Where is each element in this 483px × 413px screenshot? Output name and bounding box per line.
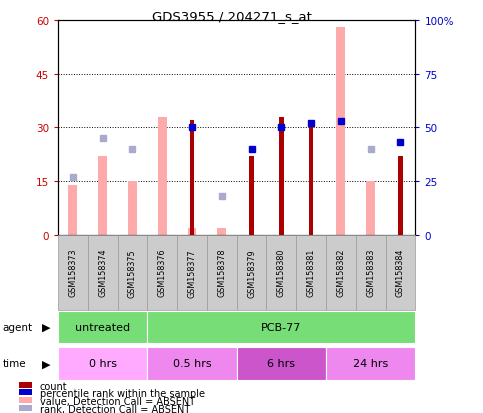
Bar: [296, 235, 326, 310]
Bar: [190, 121, 194, 235]
Bar: [69, 185, 77, 235]
Bar: [117, 235, 147, 310]
Bar: [19, 405, 32, 411]
Bar: [326, 347, 415, 380]
Bar: [237, 347, 326, 380]
Text: GSM158382: GSM158382: [337, 248, 345, 297]
Text: 24 hrs: 24 hrs: [353, 358, 388, 368]
Text: GSM158379: GSM158379: [247, 248, 256, 297]
Bar: [88, 235, 117, 310]
Text: value, Detection Call = ABSENT: value, Detection Call = ABSENT: [40, 396, 195, 406]
Bar: [58, 235, 88, 310]
Bar: [249, 157, 254, 235]
Bar: [147, 235, 177, 310]
Text: untreated: untreated: [75, 322, 130, 332]
Text: count: count: [40, 381, 68, 391]
Bar: [187, 228, 197, 235]
Bar: [19, 389, 32, 396]
Bar: [217, 228, 226, 235]
Text: ▶: ▶: [42, 322, 50, 332]
Bar: [147, 347, 237, 380]
Text: GSM158376: GSM158376: [158, 248, 167, 297]
Bar: [237, 235, 267, 310]
Bar: [98, 157, 107, 235]
Text: rank, Detection Call = ABSENT: rank, Detection Call = ABSENT: [40, 404, 190, 413]
Bar: [267, 235, 296, 310]
Text: GSM158378: GSM158378: [217, 248, 226, 297]
Text: GSM158374: GSM158374: [98, 248, 107, 297]
Bar: [128, 182, 137, 235]
Text: GDS3955 / 204271_s_at: GDS3955 / 204271_s_at: [152, 10, 312, 23]
Bar: [309, 124, 313, 235]
Bar: [58, 311, 147, 343]
Bar: [398, 157, 403, 235]
Text: PCB-77: PCB-77: [261, 322, 301, 332]
Text: GSM158375: GSM158375: [128, 248, 137, 297]
Text: GSM158380: GSM158380: [277, 249, 286, 297]
Text: GSM158384: GSM158384: [396, 249, 405, 297]
Bar: [326, 235, 356, 310]
Bar: [158, 117, 167, 235]
Bar: [356, 235, 385, 310]
Bar: [177, 235, 207, 310]
Text: GSM158383: GSM158383: [366, 249, 375, 297]
Bar: [385, 235, 415, 310]
Bar: [279, 117, 284, 235]
Text: ▶: ▶: [42, 358, 50, 368]
Text: percentile rank within the sample: percentile rank within the sample: [40, 388, 205, 398]
Bar: [366, 182, 375, 235]
Text: time: time: [2, 358, 26, 368]
Bar: [147, 311, 415, 343]
Bar: [207, 235, 237, 310]
Bar: [19, 397, 32, 403]
Text: agent: agent: [2, 322, 32, 332]
Bar: [58, 347, 147, 380]
Text: GSM158381: GSM158381: [307, 249, 315, 297]
Text: 0.5 hrs: 0.5 hrs: [173, 358, 211, 368]
Text: GSM158377: GSM158377: [187, 248, 197, 297]
Text: 6 hrs: 6 hrs: [268, 358, 295, 368]
Text: GSM158373: GSM158373: [69, 248, 77, 297]
Text: 0 hrs: 0 hrs: [89, 358, 116, 368]
Bar: [337, 28, 345, 235]
Bar: [19, 382, 32, 388]
